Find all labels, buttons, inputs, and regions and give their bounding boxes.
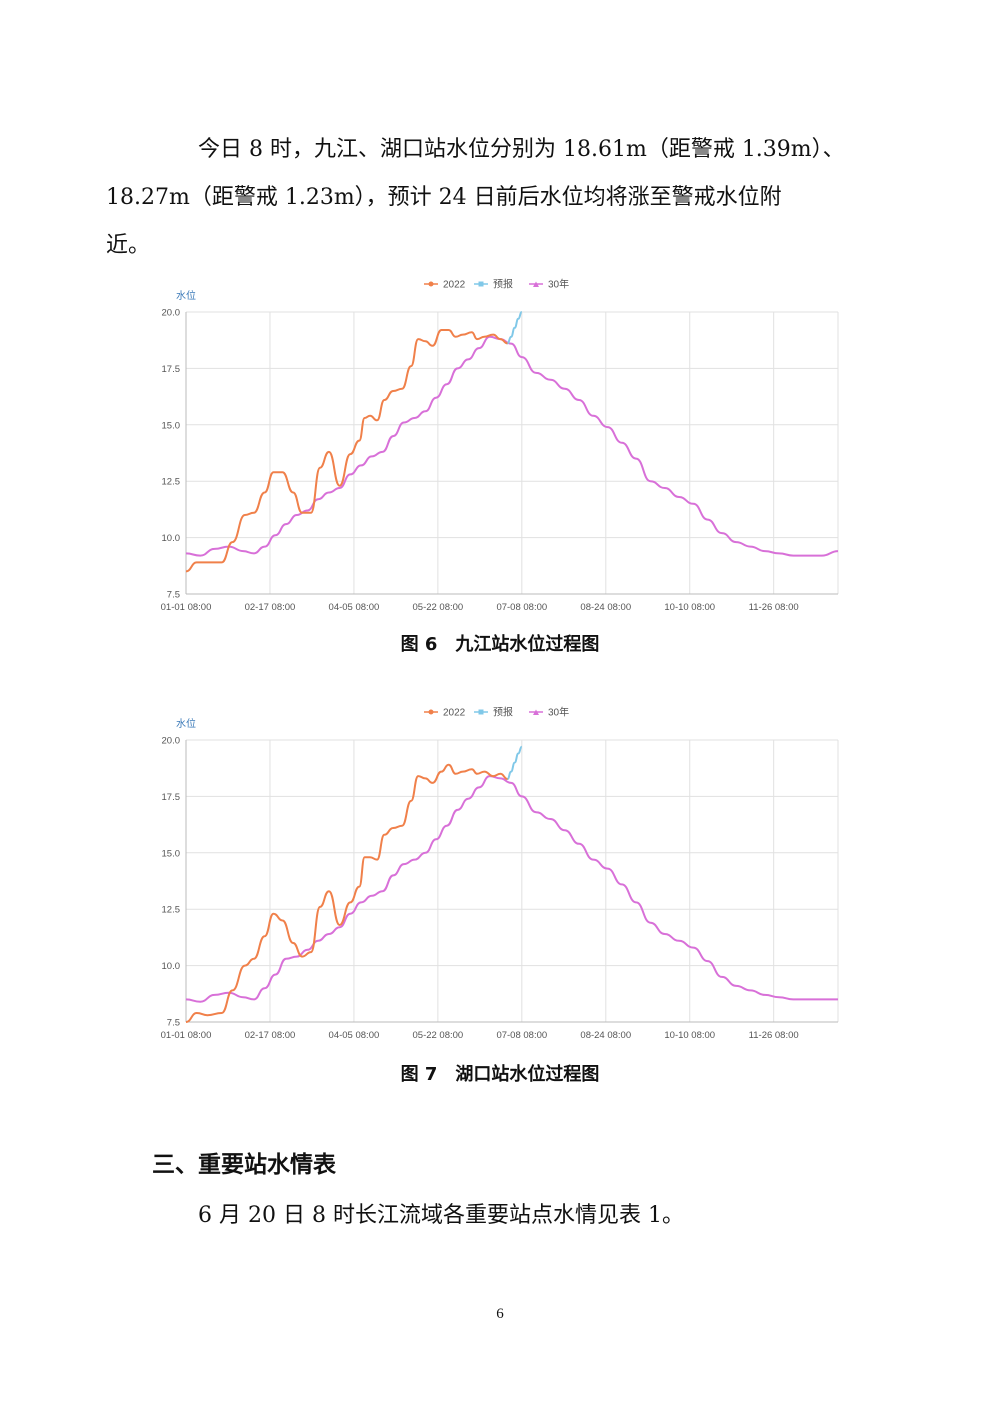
section-heading: 三、重要站水情表 xyxy=(152,1152,336,1178)
x-tick-label: 05-22 08:00 xyxy=(413,602,464,613)
legend-label: 30年 xyxy=(548,278,569,291)
x-tick-label: 01-01 08:00 xyxy=(161,1030,212,1041)
y-tick-label: 12.5 xyxy=(162,905,181,916)
legend-marker xyxy=(533,709,539,715)
x-tick-label: 10-10 08:00 xyxy=(664,602,715,613)
y-tick-label: 15.0 xyxy=(162,848,181,859)
x-tick-label: 07-08 08:00 xyxy=(496,602,547,613)
series-forecast-line xyxy=(507,311,523,345)
series-30year-line xyxy=(185,775,838,1003)
series-forecast-line xyxy=(507,745,523,780)
figure-number: 图 6 xyxy=(400,634,438,655)
paragraph-line: 18.27m（距警戒 1.23m），预计 24 日前后水位均将涨至警戒水位附 xyxy=(106,185,782,210)
x-tick-label: 11-26 08:00 xyxy=(749,1030,799,1041)
legend-label: 30年 xyxy=(548,706,569,719)
paragraph-water-levels: 今日 8 时，九江、湖口站水位分别为 18.61m（距警戒 1.39m）、 18.… xyxy=(106,126,860,270)
x-tick-label: 07-08 08:00 xyxy=(496,1030,547,1041)
x-tick-label: 02-17 08:00 xyxy=(245,1030,296,1041)
y-tick-label: 17.5 xyxy=(162,792,181,803)
y-tick-label: 7.5 xyxy=(167,590,180,601)
legend-label: 预报 xyxy=(493,706,513,719)
page-number: 6 xyxy=(496,1306,504,1322)
series-2022-line xyxy=(185,763,508,1023)
chart-jiujiang: 2022 预报 30年水位 20.0 17.5 15.0 12.5 10.0 7.5 01-01 … xyxy=(150,272,850,613)
x-tick-label: 02-17 08:00 xyxy=(245,602,296,613)
y-axis-title: 水位 xyxy=(176,289,196,302)
y-tick-label: 17.5 xyxy=(162,364,181,375)
paragraph-line: 近。 xyxy=(106,233,151,258)
figure-number: 图 7 xyxy=(400,1064,438,1085)
legend-marker xyxy=(478,281,484,287)
x-tick-label: 11-26 08:00 xyxy=(749,602,799,613)
x-tick-label: 01-01 08:00 xyxy=(161,602,212,613)
y-tick-label: 10.0 xyxy=(162,533,181,544)
legend-label: 2022 xyxy=(443,708,466,719)
legend-marker xyxy=(428,709,434,715)
y-tick-label: 12.5 xyxy=(162,477,181,488)
y-tick-label: 10.0 xyxy=(162,961,181,972)
legend-marker xyxy=(533,281,539,287)
series-2022-line xyxy=(185,329,508,573)
legend-label: 预报 xyxy=(493,278,513,291)
y-tick-label: 20.0 xyxy=(162,736,181,747)
figure-caption: 图 7 湖口站水位过程图 xyxy=(0,1060,1000,1086)
x-tick-label: 05-22 08:00 xyxy=(413,1030,464,1041)
x-tick-label: 08-24 08:00 xyxy=(580,602,631,613)
legend-marker xyxy=(478,709,484,715)
paragraph-table-intro: 6 月 20 日 8 时长江流域各重要站点水情见表 1。 xyxy=(198,1203,684,1228)
paragraph-line: 今日 8 时，九江、湖口站水位分别为 18.61m（距警戒 1.39m）、 xyxy=(198,137,845,162)
figure-caption: 图 6 九江站水位过程图 xyxy=(0,630,1000,656)
legend-label: 2022 xyxy=(443,280,466,291)
x-tick-label: 08-24 08:00 xyxy=(580,1030,631,1041)
y-axis-title: 水位 xyxy=(176,717,196,730)
chart-hukou: 2022 预报 30年水位 20.0 17.5 15.0 12.5 10.0 7.5 01-01 … xyxy=(150,700,850,1041)
series-30year-line xyxy=(185,335,839,557)
y-tick-label: 7.5 xyxy=(167,1018,180,1029)
x-tick-label: 10-10 08:00 xyxy=(664,1030,715,1041)
figure-title: 九江站水位过程图 xyxy=(455,634,600,655)
legend-marker xyxy=(428,281,434,287)
y-tick-label: 15.0 xyxy=(162,420,181,431)
x-tick-label: 04-05 08:00 xyxy=(329,602,380,613)
x-tick-label: 04-05 08:00 xyxy=(329,1030,380,1041)
figure-title: 湖口站水位过程图 xyxy=(455,1064,600,1085)
y-tick-label: 20.0 xyxy=(162,308,181,319)
